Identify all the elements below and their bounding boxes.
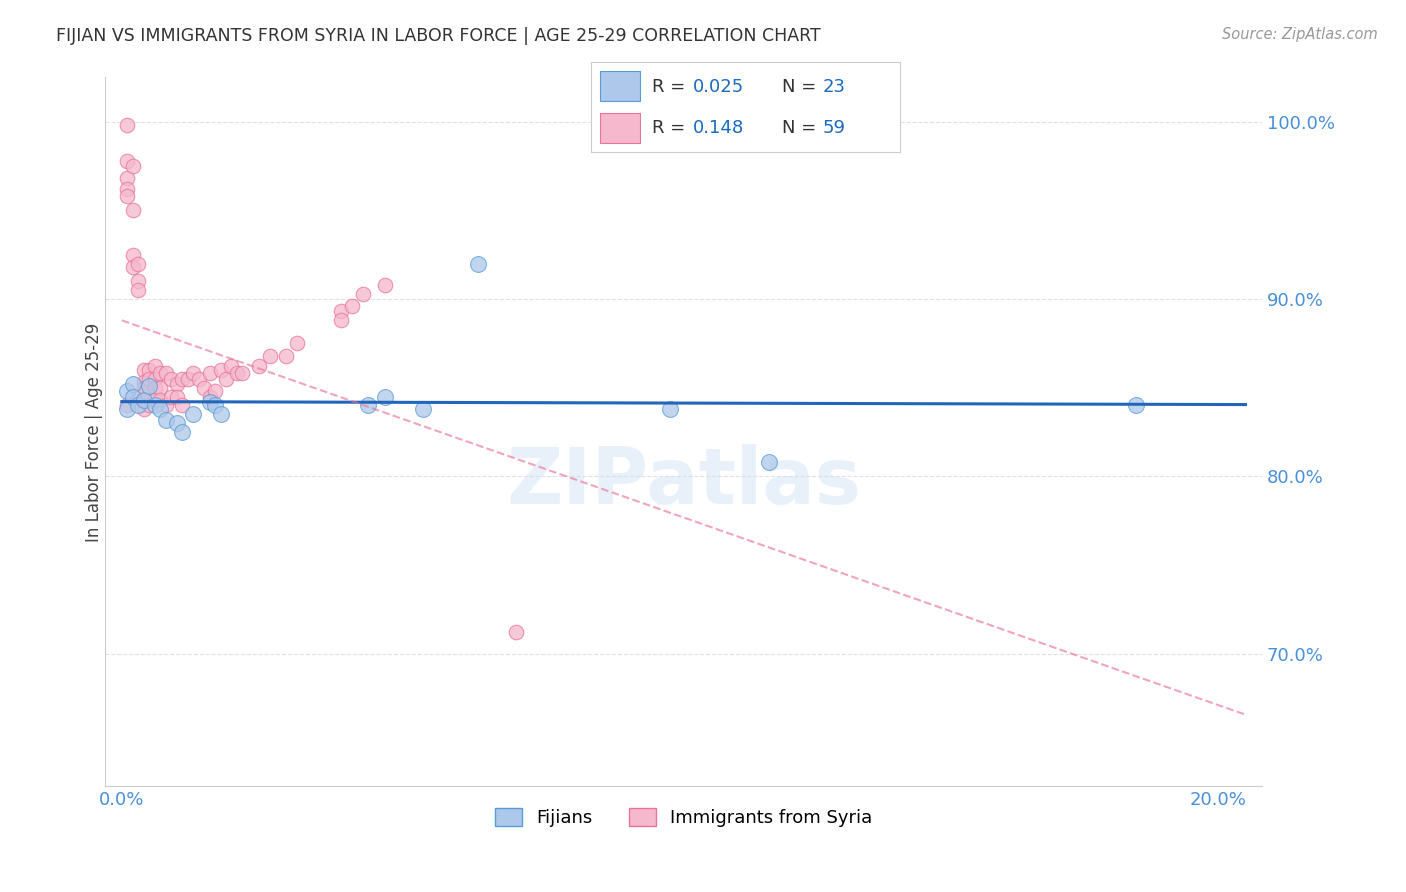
Point bbox=[160, 390, 183, 404]
Point bbox=[132, 392, 155, 407]
Point bbox=[121, 260, 143, 274]
Point bbox=[204, 398, 226, 412]
Text: R =: R = bbox=[652, 78, 692, 95]
Point bbox=[166, 377, 188, 392]
Point bbox=[132, 401, 155, 416]
Point bbox=[132, 392, 155, 407]
Point bbox=[117, 189, 139, 203]
Point bbox=[127, 274, 149, 288]
Point bbox=[143, 372, 166, 386]
Point bbox=[117, 171, 139, 186]
Point bbox=[330, 313, 353, 327]
Point bbox=[374, 390, 396, 404]
Point bbox=[117, 384, 139, 399]
Point bbox=[357, 398, 380, 412]
Point bbox=[132, 363, 155, 377]
Point bbox=[181, 407, 204, 421]
Point bbox=[127, 283, 149, 297]
Point bbox=[226, 367, 249, 381]
Point bbox=[143, 359, 166, 374]
Point bbox=[247, 359, 270, 374]
Point bbox=[149, 381, 172, 395]
Point bbox=[352, 286, 374, 301]
Point bbox=[209, 363, 232, 377]
Point bbox=[155, 367, 177, 381]
Point bbox=[374, 277, 396, 292]
Point bbox=[138, 363, 160, 377]
Point bbox=[259, 349, 281, 363]
Text: Source: ZipAtlas.com: Source: ZipAtlas.com bbox=[1222, 27, 1378, 42]
Point bbox=[121, 390, 143, 404]
Point bbox=[285, 336, 308, 351]
Point bbox=[138, 398, 160, 412]
Text: 59: 59 bbox=[823, 119, 845, 136]
Point bbox=[160, 372, 183, 386]
Point bbox=[166, 416, 188, 430]
Point bbox=[117, 118, 139, 132]
Point bbox=[231, 367, 253, 381]
Point bbox=[758, 455, 780, 469]
Point bbox=[340, 299, 363, 313]
Point bbox=[198, 390, 221, 404]
Point bbox=[204, 384, 226, 399]
Point bbox=[193, 381, 215, 395]
Point bbox=[149, 401, 172, 416]
Point bbox=[198, 367, 221, 381]
Point bbox=[467, 256, 489, 270]
Text: 0.025: 0.025 bbox=[693, 78, 744, 95]
Point bbox=[117, 401, 139, 416]
Point bbox=[505, 625, 527, 640]
Point bbox=[121, 248, 143, 262]
FancyBboxPatch shape bbox=[600, 113, 640, 143]
Text: N =: N = bbox=[782, 119, 823, 136]
Point bbox=[117, 182, 139, 196]
Point bbox=[117, 398, 139, 412]
Text: 0.148: 0.148 bbox=[693, 119, 744, 136]
Point bbox=[155, 398, 177, 412]
Point bbox=[166, 390, 188, 404]
Point bbox=[127, 390, 149, 404]
Point bbox=[121, 203, 143, 218]
Point bbox=[198, 394, 221, 409]
Legend: Fijians, Immigrants from Syria: Fijians, Immigrants from Syria bbox=[488, 800, 880, 834]
Point bbox=[143, 381, 166, 395]
Point bbox=[138, 379, 160, 393]
Point bbox=[121, 377, 143, 392]
Point bbox=[143, 398, 166, 412]
Text: N =: N = bbox=[782, 78, 823, 95]
Point bbox=[127, 256, 149, 270]
Point bbox=[1125, 398, 1147, 412]
Point bbox=[172, 372, 194, 386]
Point bbox=[132, 381, 155, 395]
Point bbox=[149, 392, 172, 407]
Y-axis label: In Labor Force | Age 25-29: In Labor Force | Age 25-29 bbox=[86, 322, 103, 541]
Point bbox=[276, 349, 298, 363]
Point bbox=[187, 372, 209, 386]
Point bbox=[330, 304, 353, 318]
Point bbox=[138, 372, 160, 386]
Point bbox=[132, 376, 155, 390]
Point bbox=[181, 367, 204, 381]
Point bbox=[121, 159, 143, 173]
Point bbox=[155, 412, 177, 426]
Text: ZIPatlas: ZIPatlas bbox=[506, 443, 860, 520]
Point bbox=[149, 367, 172, 381]
Point bbox=[221, 359, 243, 374]
Point bbox=[172, 425, 194, 439]
Point bbox=[143, 392, 166, 407]
Point bbox=[209, 407, 232, 421]
FancyBboxPatch shape bbox=[600, 71, 640, 101]
Point bbox=[117, 153, 139, 168]
Text: 23: 23 bbox=[823, 78, 845, 95]
Point bbox=[172, 398, 194, 412]
Point bbox=[658, 401, 681, 416]
Point bbox=[215, 372, 238, 386]
Point bbox=[176, 372, 198, 386]
Point bbox=[127, 398, 149, 412]
Text: FIJIAN VS IMMIGRANTS FROM SYRIA IN LABOR FORCE | AGE 25-29 CORRELATION CHART: FIJIAN VS IMMIGRANTS FROM SYRIA IN LABOR… bbox=[56, 27, 821, 45]
Text: R =: R = bbox=[652, 119, 692, 136]
Point bbox=[412, 401, 434, 416]
